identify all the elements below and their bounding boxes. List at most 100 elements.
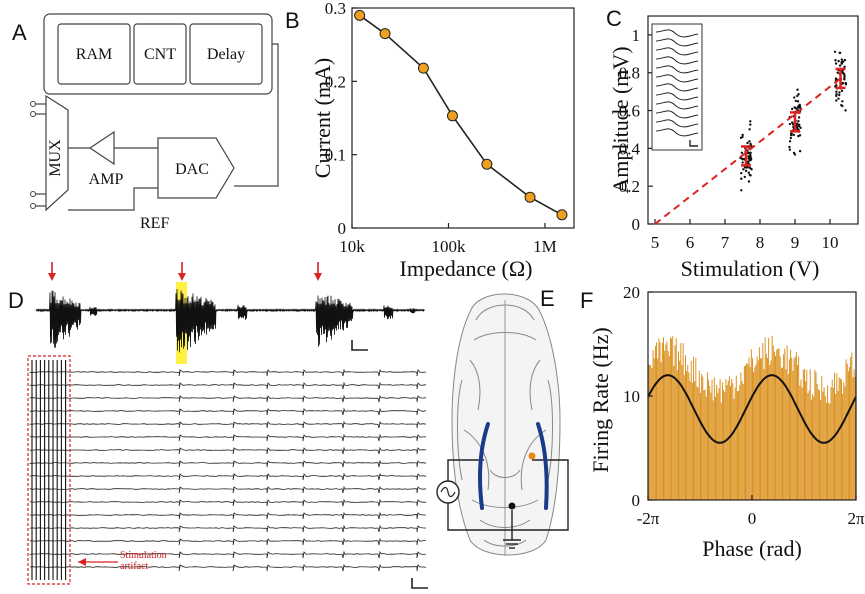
plot-f-bar: [786, 345, 788, 500]
plot-f-bar: [683, 375, 685, 500]
plot-f-bar: [747, 363, 749, 500]
plot-c-x-tick-label: 7: [721, 233, 730, 252]
plot-c-point: [793, 153, 797, 156]
plot-f-bar: [775, 355, 777, 500]
plot-c-point: [797, 116, 801, 119]
plot-f-x-tick-label: 0: [748, 509, 757, 528]
plot-f-bar: [735, 375, 737, 500]
plot-c-point: [749, 123, 752, 126]
plot-f-bar: [671, 338, 673, 500]
cnt-label: CNT: [144, 46, 176, 63]
plot-f-bar: [812, 394, 814, 500]
plot-c-point: [748, 128, 751, 131]
plot-b-point: [417, 62, 429, 74]
plot-f-bar: [664, 350, 666, 500]
plot-c-point: [844, 83, 848, 86]
plot-f-bar: [790, 349, 792, 500]
plot-b-frame: [351, 7, 575, 229]
channel-trace: [29, 381, 427, 390]
plot-c-point: [747, 155, 750, 158]
plot-f-bar: [695, 357, 697, 500]
inset-scale-bar: [689, 140, 698, 147]
plot-b-x-tick-label: 10k: [339, 237, 365, 256]
plot-f-bar: [780, 368, 782, 500]
traces-scale-bar: [411, 578, 428, 589]
plot-f-bar: [656, 342, 658, 500]
dac-label: DAC: [175, 161, 209, 178]
panel-d: D Stimulation artifact: [8, 262, 428, 589]
plot-f-bar: [696, 386, 698, 500]
plot-f-bar: [765, 353, 767, 500]
plot-c-point: [791, 121, 794, 124]
plot-f-bar: [738, 390, 740, 500]
plot-f-bar: [706, 372, 708, 500]
channel-trace: [29, 420, 427, 429]
plot-c-point: [841, 104, 844, 108]
channel-trace: [29, 563, 427, 572]
plot-f-bar: [797, 364, 798, 500]
plot-f-bar: [746, 363, 748, 500]
plot-c-point: [742, 168, 745, 171]
inset-waveform: [655, 29, 699, 38]
plot-f-bar: [676, 370, 678, 500]
plot-f-bar: [661, 342, 663, 500]
cnt-block: [133, 23, 187, 85]
plot-f-bar: [731, 379, 733, 500]
plot-b-y-tick-label: 0.3: [325, 0, 346, 18]
plot-f-bar: [749, 366, 751, 500]
plot-f-bar: [819, 390, 820, 500]
plot-f-bar: [718, 388, 720, 500]
plot-f-bar: [660, 362, 662, 500]
plot-c-point: [748, 140, 751, 143]
plot-b-point: [524, 191, 536, 203]
channel-trace: [29, 433, 427, 442]
plot-f-bar: [806, 369, 808, 500]
plot-f-bar: [693, 356, 694, 500]
plot-f-ylabel: Firing Rate (Hz): [588, 327, 613, 472]
skull-drawing: [451, 293, 561, 556]
plot-c-point: [743, 175, 747, 179]
plot-c-point: [749, 174, 752, 177]
panel-label-a: A: [12, 20, 27, 45]
plot-c-xlabel: Stimulation (V): [681, 256, 820, 281]
plot-f-bar: [777, 348, 779, 500]
inset-waveform: [655, 92, 699, 101]
plot-f-bar: [778, 348, 780, 500]
plot-c-y-tick-label: 1: [632, 26, 641, 45]
plot-c-point: [788, 148, 792, 151]
plot-c-point: [835, 99, 838, 102]
plot-c-point: [789, 133, 793, 136]
plot-f-y-ticks: 0 10 20: [623, 283, 653, 510]
plot-f-bar: [799, 385, 801, 500]
plot-f-bar: [654, 345, 656, 500]
plot-f-bar: [678, 351, 679, 500]
plot-f-bar: [663, 337, 664, 500]
plot-f-bar: [850, 356, 852, 500]
plot-c-y-tick-label: 0: [632, 215, 641, 234]
panel-label-f: F: [580, 288, 593, 313]
inset-waveform: [655, 38, 699, 47]
plot-f-bar: [756, 356, 758, 500]
plot-c-point: [843, 58, 847, 62]
plot-c-inset: [651, 23, 703, 151]
plot-f-bar: [788, 359, 790, 500]
plot-f-bar: [767, 357, 768, 500]
panel-label-d: D: [8, 288, 24, 313]
plot-f-bar: [665, 344, 667, 500]
plot-f-bar: [745, 365, 746, 500]
plot-f-bar: [753, 372, 755, 500]
plot-c-point: [741, 158, 744, 161]
artifact-box: [27, 355, 71, 585]
plot-f-bar: [697, 387, 699, 500]
plot-f-bar: [836, 373, 838, 500]
ref-label: REF: [140, 215, 169, 232]
plot-f-bar: [709, 385, 711, 500]
plot-c-fit-line: [654, 77, 842, 225]
summary-waveform: [35, 288, 425, 353]
plot-f-x-tick-label: -2π: [637, 509, 660, 528]
plot-f-bar: [681, 365, 683, 500]
channel-trace: [29, 472, 427, 481]
plot-f-bar: [809, 369, 811, 500]
plot-f-bar: [782, 367, 783, 500]
